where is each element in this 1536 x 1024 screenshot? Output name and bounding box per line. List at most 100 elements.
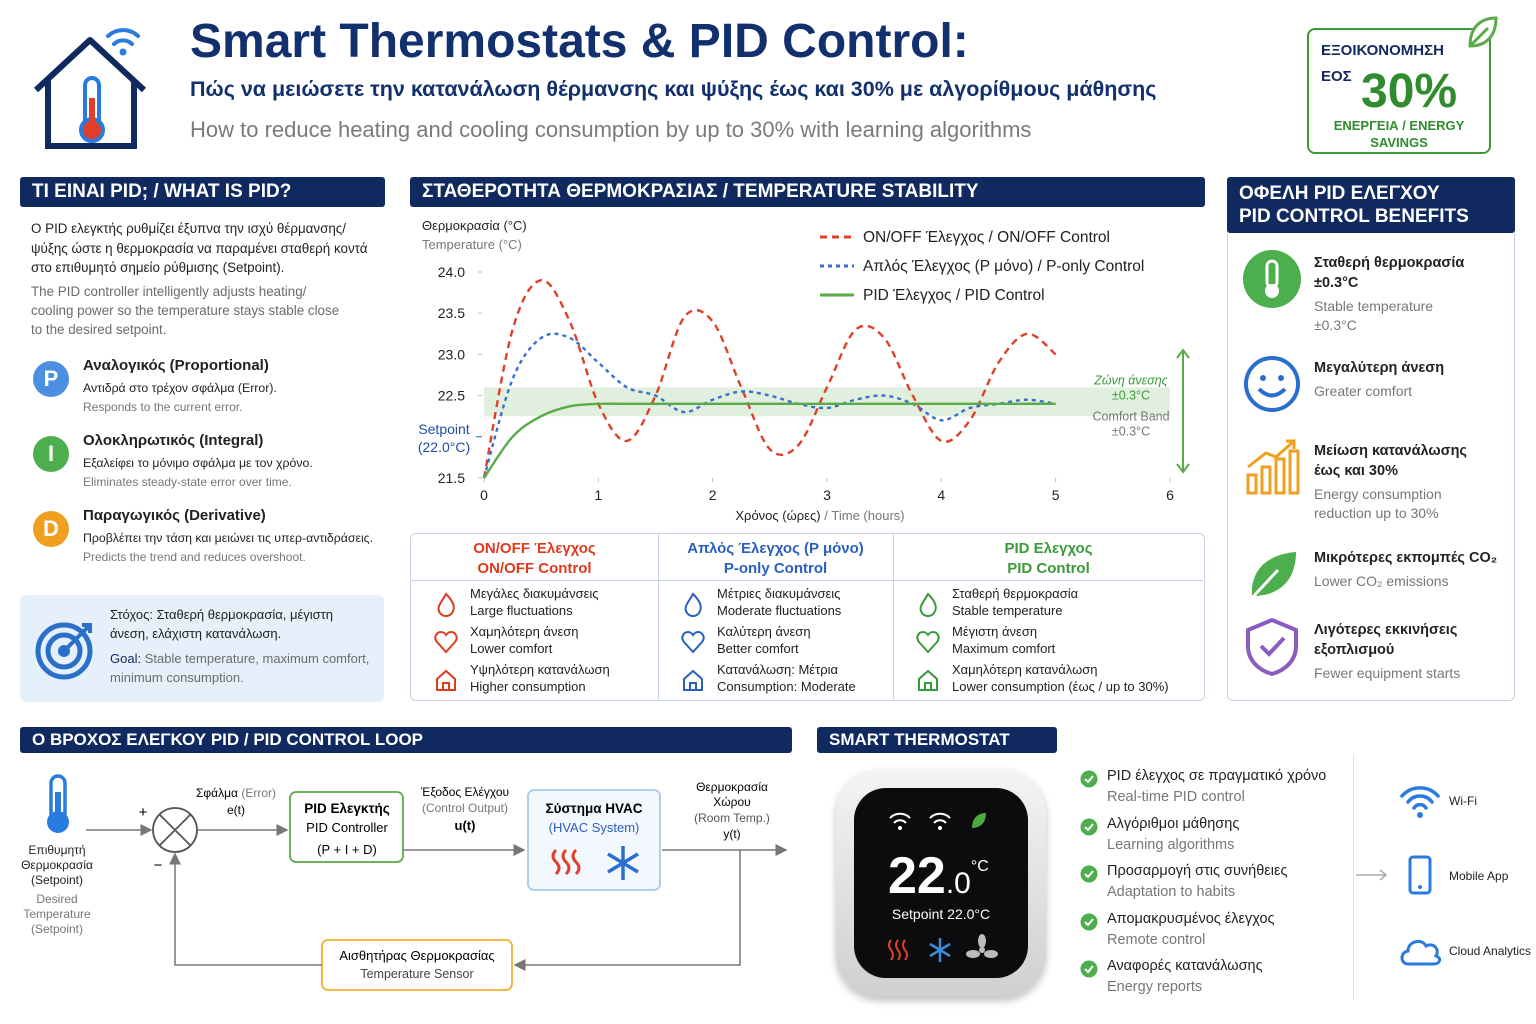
legend-label: Απλός Έλεγχος (P μόνο) / P-only Control xyxy=(863,258,1144,275)
y-axis-label: Θερμοκρασία (°C) xyxy=(422,218,527,233)
room-label-en: (Room Temp.) xyxy=(694,811,770,825)
icon-part xyxy=(1244,356,1300,412)
controller-label: PID Controller xyxy=(306,820,388,835)
x-tick-label: 2 xyxy=(709,487,717,503)
y-tick-label: 23.5 xyxy=(438,305,465,321)
column-divider xyxy=(893,534,894,700)
icon-part xyxy=(916,630,940,654)
y-tick-label: 23.0 xyxy=(438,346,465,362)
icon-part xyxy=(1084,822,1094,831)
row-text: Σταθερή θερμοκρασία xyxy=(952,586,1079,601)
icon-part xyxy=(938,826,942,830)
benefits-box: Σταθερή θερμοκρασία ±0.3°C Stable temperat… xyxy=(1227,233,1515,701)
term-letter: P xyxy=(33,361,69,397)
series-line xyxy=(482,279,1057,479)
setpoint-label-en: Desired xyxy=(36,892,77,906)
term-desc-en: Eliminates steady-state error over time. xyxy=(83,475,292,489)
heading-line: PID CONTROL BENEFITS xyxy=(1239,206,1469,227)
column-title: Απλός Έλεγχος (P μόνο) xyxy=(687,540,864,557)
icon-part xyxy=(47,811,69,833)
room-label: Χώρου xyxy=(713,795,750,809)
icon-part xyxy=(919,592,937,617)
row-icon xyxy=(436,669,456,691)
x-label: Χρόνος (ώρες) xyxy=(735,508,820,523)
feature-text-en: Real-time PID control xyxy=(1107,789,1245,805)
intro: Ο PID ελεγκτής ρυθμίζει έξυπνα την ισχύ … xyxy=(31,221,368,275)
house-icon xyxy=(33,28,147,149)
row-icon xyxy=(919,592,937,617)
row-text: Χαμηλότερη άνεση xyxy=(470,624,579,639)
title: Smart Thermostats & PID Control: xyxy=(190,15,969,68)
benefit-icon xyxy=(1243,250,1301,308)
benefit-sub: ±0.3°C xyxy=(1314,317,1357,333)
goal-en: Goal: Stable temperature, maximum comfor… xyxy=(110,649,380,687)
feature-text-en: Adaptation to habits xyxy=(1107,884,1236,900)
icon-part xyxy=(966,950,980,958)
intro-en: The PID controller intelligently adjusts… xyxy=(31,284,340,337)
term-desc: Αντιδρά στο τρέχον σφάλμα (Error). xyxy=(83,381,277,395)
subtitle: Πώς να μειώσετε την κατανάλωση θέρμανσης… xyxy=(190,77,1157,101)
term-desc-en: Responds to the current error. xyxy=(83,400,243,414)
row-icon xyxy=(916,630,940,654)
benefit-icon xyxy=(1246,617,1298,676)
row-text-en: Lower comfort xyxy=(470,641,553,656)
row-text: Χαμηλότερη κατανάλωση xyxy=(952,662,1098,677)
y-tick-label: 21.5 xyxy=(438,470,465,486)
leaf-icon xyxy=(1468,16,1498,48)
band-label: ±0.3°C xyxy=(1112,424,1150,438)
benefit-title: Λιγότερες εκκινήσεις xyxy=(1314,622,1458,638)
icon-part xyxy=(978,934,986,948)
column-title-en: P-only Control xyxy=(723,560,828,577)
x-tick-label: 0 xyxy=(480,487,488,503)
temp-dec: .0 xyxy=(945,867,971,900)
target-icon xyxy=(35,622,93,680)
icon-part xyxy=(1080,818,1098,835)
row-text: Υψηλότερη κατανάλωση xyxy=(470,662,610,677)
comparison-table: ON/OFF Έλεγχος ON/OFF Control Μεγάλες διακ… xyxy=(410,533,1205,701)
icon-part xyxy=(1257,387,1287,398)
section-heading: ΤΙ ΕΙΝΑΙ PID; / WHAT IS PID? xyxy=(20,177,385,207)
thermostat-screen: 22.0°C Setpoint 22.0°C xyxy=(854,788,1028,978)
row-icon xyxy=(918,669,938,691)
band-label: ±0.3°C xyxy=(1112,388,1150,402)
icon-part xyxy=(1468,16,1498,48)
icon-part xyxy=(1084,965,1094,974)
term-title: Παραγωγικός (Derivative) xyxy=(83,507,266,524)
benefit-sub: Greater comfort xyxy=(1314,383,1413,399)
icon-part xyxy=(889,812,951,824)
temperature: 22.0°C xyxy=(888,846,989,906)
icon-part xyxy=(684,592,702,617)
icon-part xyxy=(1246,473,1258,495)
icon-part xyxy=(984,950,998,958)
thermostat-device: 22.0°C Setpoint 22.0°C xyxy=(836,770,1046,998)
setpoint-label: Επιθυμητή xyxy=(28,843,85,857)
x-tick-label: 1 xyxy=(594,487,602,503)
section-heading: ΣΤΑΘΕΡΟΤΗΤΑ ΘΕΡΜΟΚΡΑΣΙΑΣ / TEMPERATURE S… xyxy=(410,177,1205,207)
error-label: Σφάλμα (Error) xyxy=(196,786,276,800)
icon-part xyxy=(55,792,61,820)
setpoint-label-en: (Setpoint) xyxy=(31,922,83,936)
icon-part xyxy=(1278,375,1284,381)
icon-part xyxy=(1260,465,1272,495)
x-label-en: / Time (hours) xyxy=(824,508,904,523)
section-heading: Ο ΒΡΟΧΟΣ ΕΛΕΓΚΟΥ PID / PID CONTROL LOOP xyxy=(20,727,792,753)
benefit-title: Μικρότερες εκπομπές CO₂ xyxy=(1314,550,1498,566)
row-icon xyxy=(683,669,703,691)
feature-text: Απομακρυσμένος έλεγχος xyxy=(1107,910,1275,927)
term-letter: I xyxy=(33,436,69,472)
x-axis-label: Χρόνος (ώρες) / Time (hours) xyxy=(735,508,904,523)
icon-part xyxy=(1400,786,1440,810)
column-divider xyxy=(658,534,659,700)
benefit-title: Μεγαλύτερη άνεση xyxy=(1314,360,1445,376)
icon-part xyxy=(898,826,902,830)
goal-en-text: Stable temperature, maximum comfort, min… xyxy=(110,651,370,685)
benefit-icon xyxy=(1244,356,1300,412)
icon-part xyxy=(1080,913,1098,930)
term-desc-en: Predicts the trend and reduces overshoot… xyxy=(83,550,306,564)
badge-line: ΕΟΣ xyxy=(1321,68,1352,85)
term-title: Ολοκληρωτικός (Integral) xyxy=(83,432,264,449)
column-title-en: ON/OFF Control xyxy=(477,560,592,577)
benefit-title: Σταθερή θερμοκρασία xyxy=(1314,255,1465,271)
y-tick-label: 22.5 xyxy=(438,388,465,404)
icon-part xyxy=(1259,636,1286,657)
